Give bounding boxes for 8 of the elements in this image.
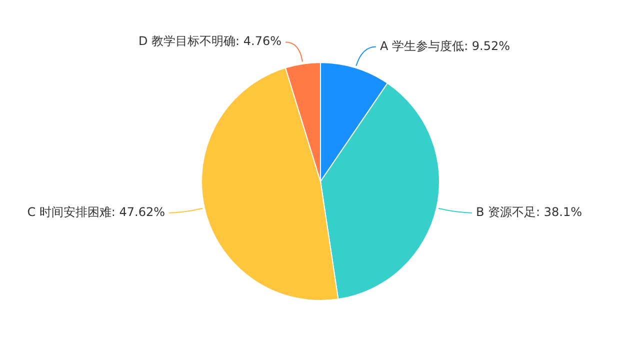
data-label: : 4.76% <box>236 34 282 48</box>
data-label: : 38.1% <box>536 204 582 219</box>
data-label: : 9.52% <box>464 38 510 53</box>
slice-label: D 教学目标不明确 <box>138 34 236 48</box>
slice-label: C 时间安排困难 <box>27 204 112 219</box>
slice-label: A 学生参与度低 <box>380 38 464 53</box>
slice-label: B 资源不足 <box>476 204 536 219</box>
data-label: : 47.62% <box>111 204 166 219</box>
